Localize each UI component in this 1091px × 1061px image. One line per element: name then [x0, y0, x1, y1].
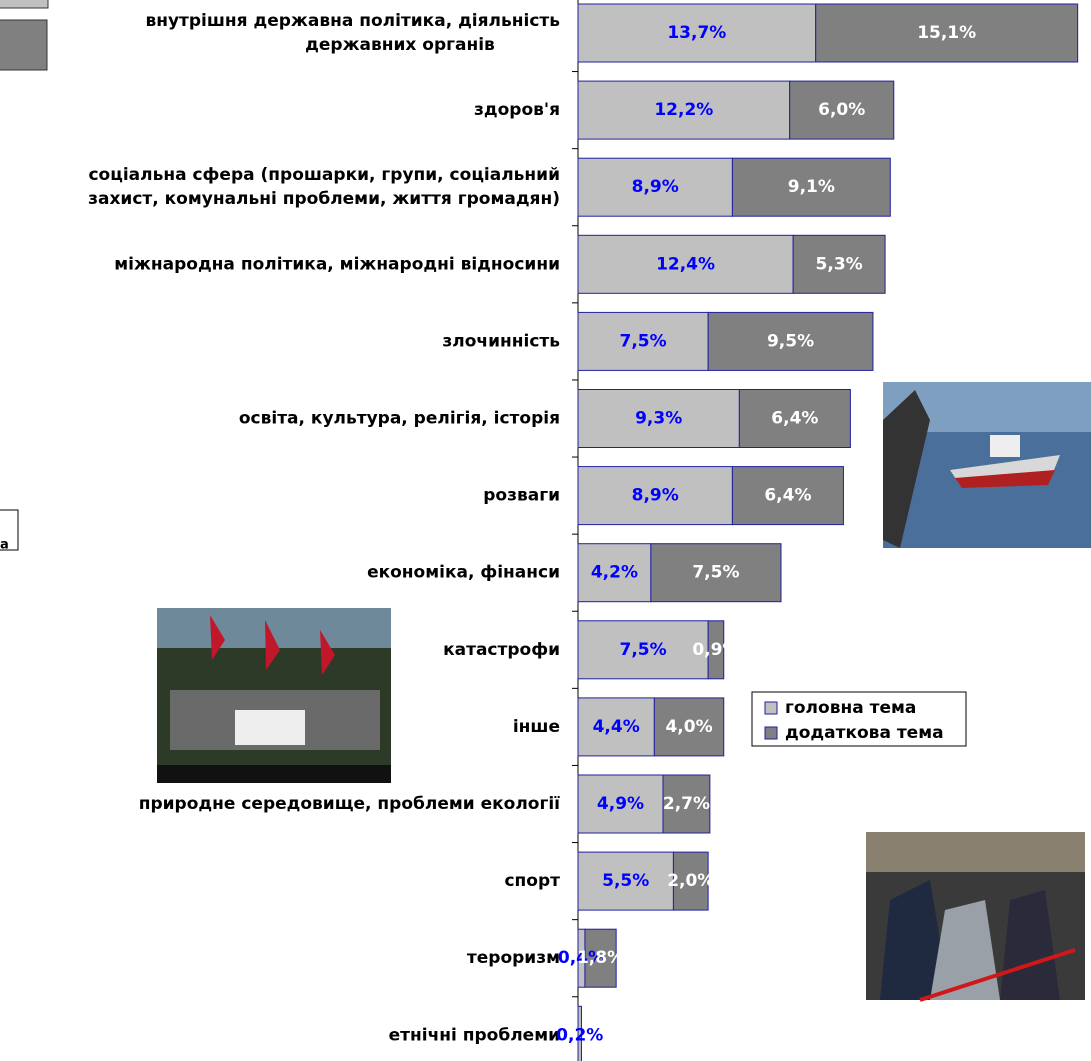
category-label: природне середовище, проблеми екології — [139, 794, 560, 814]
category-label: розваги — [483, 486, 560, 506]
category-label: освіта, культура, релігія, історія — [239, 409, 560, 429]
bar-segment — [653, 697, 725, 757]
value-label: 2,0% — [667, 871, 714, 891]
value-label: 4,9% — [597, 794, 644, 814]
category-label: інше — [513, 717, 560, 737]
bar-segment — [815, 3, 1079, 63]
category-label: внутрішня державна політика, діяльність д… — [145, 11, 560, 55]
value-label: 9,1% — [788, 177, 835, 197]
bar-segment — [731, 157, 891, 217]
bar-segment — [577, 543, 652, 603]
bar-segment — [577, 774, 664, 834]
category-label: здоров'я — [474, 100, 560, 120]
bar-segment — [707, 620, 725, 680]
value-label: 7,5% — [619, 331, 666, 351]
value-label: 5,5% — [602, 871, 649, 891]
bar-segment — [577, 3, 817, 63]
value-label: 4,4% — [593, 717, 640, 737]
bar-segment — [577, 157, 733, 217]
value-label: 7,5% — [619, 640, 666, 660]
bar-segment — [650, 543, 782, 603]
bar-segment — [662, 774, 711, 834]
category-label: економіка, фінанси — [367, 563, 560, 583]
legend-box — [751, 691, 967, 747]
bar-segment — [577, 80, 791, 140]
value-label: 12,4% — [656, 254, 715, 274]
cropped-legend — [0, 509, 19, 551]
legend — [751, 691, 967, 747]
bar-segment — [731, 466, 844, 526]
legend-swatch — [764, 726, 778, 740]
value-label: 1,8% — [577, 948, 624, 968]
value-label: 4,0% — [665, 717, 712, 737]
bar-segment — [577, 851, 674, 911]
bar-segment — [584, 928, 617, 988]
photo — [866, 832, 1085, 1002]
value-label: 7,5% — [692, 563, 739, 583]
bar-segment — [738, 389, 851, 448]
value-label: 15,1% — [917, 23, 976, 43]
value-label: 0,4% — [558, 948, 605, 968]
bar-segment — [577, 389, 740, 448]
cropped-text: а — [0, 538, 9, 553]
photo — [157, 608, 391, 783]
legend-label: головна тема — [785, 698, 916, 718]
bar-segment — [577, 620, 709, 680]
value-label: 2,7% — [663, 794, 710, 814]
bar-segment — [792, 234, 886, 294]
value-label: 8,9% — [632, 177, 679, 197]
value-label: 6,4% — [771, 409, 818, 429]
value-label: 9,5% — [767, 331, 814, 351]
legend-label: додаткова тема — [785, 723, 944, 743]
value-label: 8,9% — [632, 486, 679, 506]
category-label: злочинність — [442, 331, 560, 351]
bar-segment — [577, 697, 655, 757]
bar-segment — [672, 851, 709, 911]
category-label: соціальна сфера (прошарки, групи, соціал… — [88, 165, 560, 209]
bar-segment — [707, 311, 874, 371]
value-label: 6,4% — [764, 486, 811, 506]
bar-segment — [789, 80, 895, 140]
bar-segment — [577, 234, 794, 294]
value-label: 13,7% — [667, 23, 726, 43]
category-label: спорт — [504, 871, 560, 891]
value-label: 6,0% — [818, 100, 865, 120]
value-label: 0,2% — [556, 1025, 603, 1045]
cropped-box — [0, 19, 48, 71]
value-label: 12,2% — [654, 100, 713, 120]
value-label: 4,2% — [591, 563, 638, 583]
legend-swatch — [764, 701, 778, 715]
value-label: 5,3% — [816, 254, 863, 274]
category-label: катастрофи — [443, 640, 560, 660]
photo — [883, 382, 1091, 548]
category-label: тероризм — [467, 948, 560, 968]
value-label: 9,3% — [635, 409, 682, 429]
category-label: міжнародна політика, міжнародні відносин… — [114, 254, 560, 274]
bar-segment — [577, 1005, 582, 1061]
cropped-box — [0, 0, 49, 9]
category-label: етнічні проблеми — [389, 1025, 560, 1045]
value-label: 0,9% — [692, 640, 739, 660]
